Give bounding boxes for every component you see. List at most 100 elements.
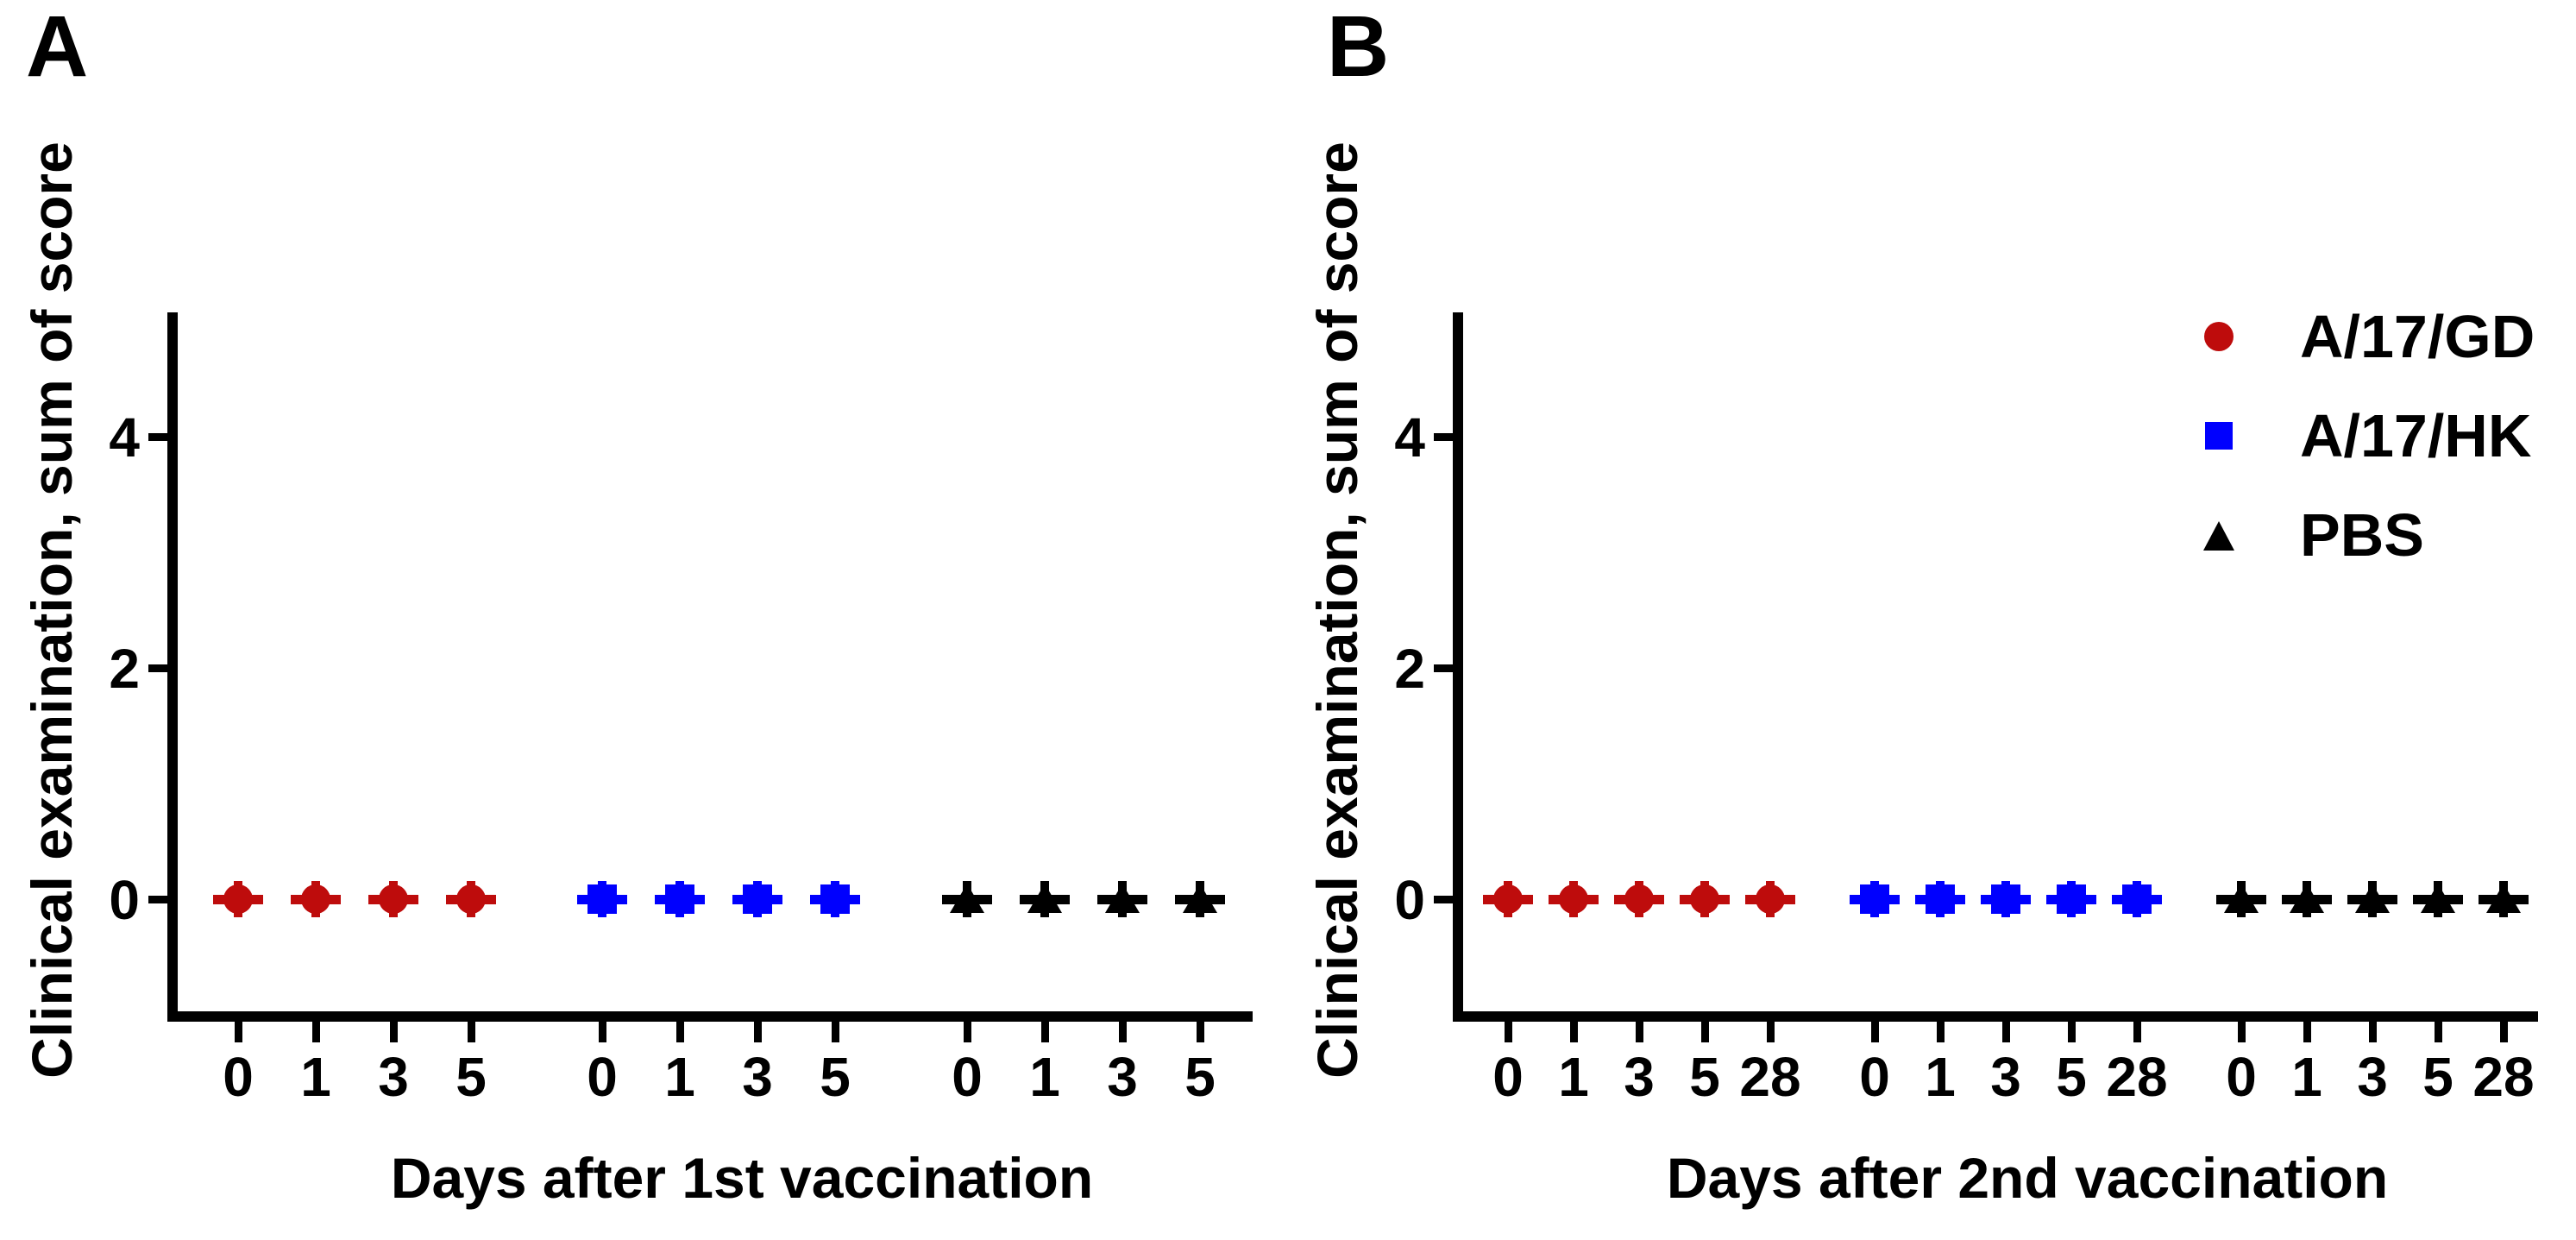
x-tick-mark <box>1505 1018 1512 1042</box>
panel-b: B 0 2 4 0 1 3 5 28 0 1 3 5 28 0 1 3 5 28 Days after 2nd va… <box>1285 0 2576 1240</box>
x-tick-mark <box>676 1018 684 1042</box>
x-tick-label: 0 <box>587 1046 618 1108</box>
circle-marker <box>1690 884 1719 914</box>
y-tick-mark <box>148 896 167 903</box>
y-tick-label: 0 <box>1394 869 1425 931</box>
x-tick-label: 1 <box>300 1046 331 1108</box>
square-marker <box>2122 884 2152 914</box>
x-tick-mark <box>1937 1018 1945 1042</box>
y-axis-title: Clinical examination, sum of score <box>1305 142 1369 1079</box>
y-tick-label: 0 <box>109 869 140 931</box>
y-tick-mark <box>1434 896 1453 903</box>
x-tick-mark <box>2002 1018 2010 1042</box>
circle-marker <box>223 884 253 914</box>
square-marker <box>1991 884 2020 914</box>
y-tick-mark <box>1434 664 1453 672</box>
panel-a-label: A <box>26 0 89 95</box>
x-tick-label: 1 <box>1925 1046 1956 1108</box>
x-tick-mark <box>468 1018 475 1042</box>
x-tick-label: 5 <box>2422 1046 2453 1108</box>
x-axis-line <box>167 1011 1253 1022</box>
x-tick-mark <box>1636 1018 1643 1042</box>
circle-marker <box>301 884 330 914</box>
square-marker <box>1926 884 1955 914</box>
x-tick-label: 5 <box>820 1046 851 1108</box>
x-tick-mark <box>235 1018 242 1042</box>
square-marker <box>665 884 694 914</box>
x-tick-mark <box>832 1018 839 1042</box>
triangle-marker <box>1183 884 1217 913</box>
circle-marker <box>1559 884 1588 914</box>
x-tick-mark <box>754 1018 762 1042</box>
x-tick-label: 3 <box>1624 1046 1655 1108</box>
y-tick-label: 4 <box>1394 406 1425 469</box>
x-tick-label: 28 <box>2106 1046 2167 1108</box>
triangle-marker <box>2421 884 2455 913</box>
y-axis-line <box>167 312 178 1022</box>
circle-marker <box>1493 884 1523 914</box>
x-tick-label: 0 <box>1859 1046 1890 1108</box>
triangle-marker <box>2224 884 2259 913</box>
x-tick-mark <box>599 1018 606 1042</box>
circle-marker <box>379 884 408 914</box>
triangle-marker <box>2355 884 2390 913</box>
y-tick-label: 2 <box>1394 638 1425 700</box>
x-tick-mark <box>312 1018 320 1042</box>
x-tick-label: 1 <box>2291 1046 2322 1108</box>
x-tick-label: 3 <box>2357 1046 2388 1108</box>
y-tick-label: 4 <box>109 406 140 469</box>
square-marker <box>2057 884 2086 914</box>
x-tick-label: 3 <box>742 1046 773 1108</box>
y-tick-mark <box>148 433 167 441</box>
x-tick-mark <box>964 1018 971 1042</box>
triangle-marker <box>2290 884 2324 913</box>
x-tick-mark <box>2500 1018 2508 1042</box>
x-tick-mark <box>1119 1018 1127 1042</box>
x-tick-mark <box>1701 1018 1709 1042</box>
circle-marker <box>456 884 486 914</box>
square-marker <box>1860 884 1889 914</box>
panel-b-label: B <box>1327 0 1390 95</box>
x-tick-mark <box>2435 1018 2442 1042</box>
x-axis-line <box>1453 1011 2538 1022</box>
x-tick-label: 3 <box>378 1046 409 1108</box>
x-tick-label: 5 <box>1184 1046 1216 1108</box>
x-tick-label: 0 <box>952 1046 983 1108</box>
triangle-marker <box>950 884 984 913</box>
x-tick-label: 1 <box>1558 1046 1589 1108</box>
x-tick-mark <box>1570 1018 1578 1042</box>
triangle-marker <box>1105 884 1140 913</box>
circle-marker <box>1756 884 1785 914</box>
x-tick-mark <box>2068 1018 2076 1042</box>
x-tick-label: 1 <box>1029 1046 1060 1108</box>
square-marker <box>820 884 850 914</box>
x-tick-mark <box>2133 1018 2141 1042</box>
panel-a: A 0 2 4 0 1 3 5 0 1 3 5 0 1 3 5 Days after 1st vaccinat… <box>0 0 1285 1240</box>
triangle-marker <box>2486 884 2521 913</box>
x-tick-label: 3 <box>1107 1046 1138 1108</box>
y-tick-label: 2 <box>109 638 140 700</box>
y-tick-mark <box>148 664 167 672</box>
x-tick-label: 28 <box>2472 1046 2534 1108</box>
x-tick-label: 0 <box>1492 1046 1524 1108</box>
x-tick-label: 1 <box>664 1046 695 1108</box>
y-tick-mark <box>1434 433 1453 441</box>
x-tick-mark <box>1871 1018 1879 1042</box>
x-axis-title: Days after 1st vaccination <box>391 1146 1093 1210</box>
x-tick-mark <box>390 1018 398 1042</box>
x-tick-label: 0 <box>223 1046 254 1108</box>
x-tick-mark <box>2369 1018 2377 1042</box>
x-tick-label: 3 <box>1990 1046 2021 1108</box>
circle-marker <box>1624 884 1654 914</box>
x-tick-mark <box>2238 1018 2246 1042</box>
x-tick-label: 5 <box>2056 1046 2087 1108</box>
x-tick-mark <box>1041 1018 1049 1042</box>
x-tick-mark <box>2303 1018 2311 1042</box>
x-tick-label: 0 <box>2226 1046 2257 1108</box>
square-marker <box>743 884 772 914</box>
square-marker <box>587 884 617 914</box>
y-axis-title: Clinical examination, sum of score <box>20 142 84 1079</box>
